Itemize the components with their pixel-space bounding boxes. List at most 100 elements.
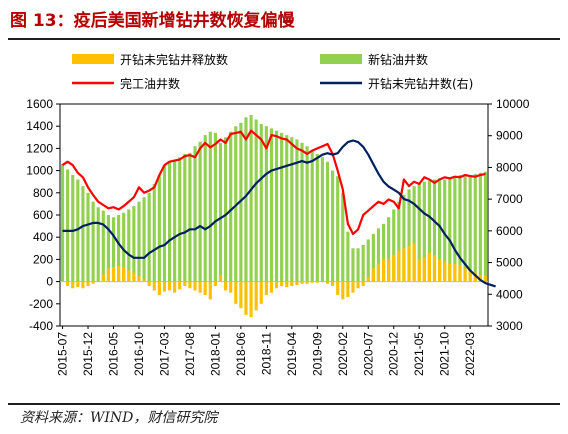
bar-duc-released: [208, 281, 212, 300]
bar-duc-released: [381, 259, 386, 282]
bar-new-oil-wells: [264, 126, 268, 282]
bar-duc-released: [142, 279, 146, 282]
bar-duc-released: [264, 281, 268, 295]
bar-new-oil-wells: [66, 169, 70, 282]
bar-new-oil-wells: [213, 132, 217, 282]
left-axis-tick-label: 600: [33, 208, 53, 222]
bar-duc-released: [448, 263, 452, 282]
bar-duc-released: [157, 281, 161, 295]
bar-duc-released: [147, 281, 151, 287]
bar-duc-released: [443, 261, 447, 282]
bar-duc-released: [178, 281, 182, 290]
bar-new-oil-wells: [331, 170, 335, 282]
bar-duc-released: [71, 281, 75, 289]
bar-duc-released: [162, 281, 167, 292]
bar-new-oil-wells: [167, 161, 172, 282]
bar-duc-released: [127, 270, 131, 282]
bar-duc-released: [239, 281, 243, 309]
bar-new-oil-wells: [463, 176, 467, 282]
footer-rule: [8, 403, 560, 405]
bar-duc-released: [269, 281, 274, 293]
bar-duc-released: [290, 281, 294, 287]
x-axis-tick-label: 2015-07: [56, 332, 70, 376]
bar-new-oil-wells: [295, 139, 299, 282]
bar-new-oil-wells: [183, 153, 187, 282]
bar-new-oil-wells: [86, 192, 90, 282]
bar-new-oil-wells: [458, 175, 462, 282]
bar-duc-released: [234, 281, 238, 304]
bar-new-oil-wells: [224, 137, 228, 282]
legend-swatch: [72, 54, 114, 64]
left-axis-tick-label: 0: [46, 275, 53, 289]
bar-duc-released: [315, 281, 319, 283]
bar-duc-released: [137, 276, 141, 282]
line-duc-count: [62, 139, 496, 288]
bar-duc-released: [468, 270, 472, 282]
x-axis-tick-label: 2018-06: [234, 332, 248, 376]
bar-new-oil-wells: [106, 215, 110, 282]
bar-duc-released: [66, 281, 70, 287]
bar-new-oil-wells: [315, 153, 319, 282]
right-axis-tick-label: 7000: [496, 192, 523, 206]
bar-new-oil-wells: [371, 233, 375, 282]
bar-duc-released: [412, 243, 416, 282]
bar-duc-released: [249, 281, 253, 318]
bar-new-oil-wells: [483, 171, 488, 282]
left-axis-tick-label: 1000: [26, 164, 53, 178]
left-axis-tick-label: 1200: [26, 141, 53, 155]
x-axis-tick-label: 2021-05: [412, 332, 426, 376]
bar-new-oil-wells: [127, 209, 131, 282]
bar-duc-released: [132, 272, 136, 282]
x-axis-tick-label: 2016-05: [107, 332, 121, 376]
bar-duc-released: [407, 246, 411, 282]
left-axis-tick-label: 800: [33, 186, 53, 200]
bar-new-oil-wells: [157, 175, 161, 282]
bar-duc-released: [173, 281, 177, 293]
x-axis-tick-label: 2017-03: [157, 332, 171, 376]
bar-new-oil-wells: [137, 201, 141, 282]
bar-new-oil-wells: [218, 142, 223, 282]
bar-new-oil-wells: [381, 223, 386, 282]
line-completed-wells: [61, 129, 486, 235]
x-axis-tick-label: 2022-03: [463, 332, 477, 376]
x-axis-tick-label: 2020-02: [336, 332, 350, 376]
x-axis-tick-label: 2019-04: [285, 332, 299, 376]
bar-new-oil-wells: [142, 197, 146, 282]
chart-canvas: -400 -200 0 200 400 600 800 1000 1200 1400 1600 300…: [26, 52, 530, 376]
bar-duc-released: [81, 281, 85, 289]
bar-duc-released: [111, 267, 116, 282]
bar-duc-released: [392, 254, 396, 282]
bar-duc-released: [254, 281, 258, 311]
left-axis-tick-label: -200: [29, 297, 53, 311]
bar-duc-released: [305, 281, 309, 284]
bar-duc-released: [453, 263, 457, 282]
right-axis-tick-label: 4000: [496, 287, 523, 301]
bar-new-oil-wells: [320, 157, 324, 282]
bar-new-oil-wells: [132, 206, 136, 282]
bar-new-oil-wells: [76, 179, 80, 282]
bar-duc-released: [366, 277, 370, 282]
bar-new-oil-wells: [366, 239, 370, 282]
bar-duc-released: [152, 281, 156, 291]
right-axis-tick-label: 10000: [496, 97, 530, 111]
bar-new-oil-wells: [173, 159, 177, 282]
legend-label: 完工油井数: [120, 76, 180, 91]
bar-new-oil-wells: [101, 210, 105, 282]
bar-new-oil-wells: [71, 175, 75, 282]
bar-duc-released: [213, 281, 217, 287]
bar-new-oil-wells: [392, 209, 396, 282]
bar-duc-released: [346, 281, 350, 298]
bar-new-oil-wells: [351, 248, 355, 282]
bar-new-oil-wells: [387, 217, 391, 282]
x-axis-tick-label: 2018-01: [208, 332, 222, 376]
bar-new-oil-wells: [117, 215, 121, 282]
title-rule: [8, 38, 560, 40]
bar-new-oil-wells: [193, 146, 197, 282]
bar-duc-released: [483, 276, 488, 282]
bar-new-oil-wells: [280, 132, 284, 282]
bar-new-oil-wells: [285, 135, 289, 282]
bar-new-oil-wells: [443, 179, 447, 282]
bar-duc-released: [325, 281, 330, 284]
x-axis-tick-label: 2019-09: [310, 332, 324, 376]
bar-new-oil-wells: [203, 135, 207, 282]
